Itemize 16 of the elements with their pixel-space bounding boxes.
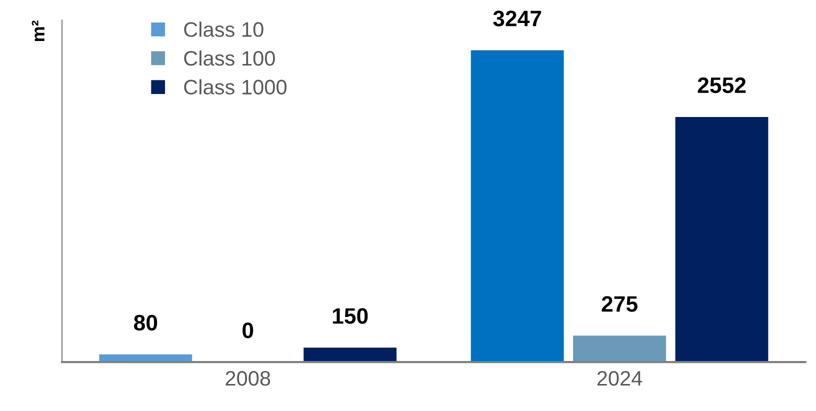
legend-label: Class 10 [184,22,264,37]
data-label: 275 [602,296,638,312]
data-label: 2552 [698,77,746,94]
y-axis-title: m² [32,20,44,42]
legend-label: Class 1000 [184,79,286,95]
x-tick-label: 2024 [597,370,642,386]
bar [675,116,768,362]
data-label: 150 [332,308,368,324]
data-label: 3247 [493,10,542,26]
data-label: 80 [134,314,158,331]
bar [304,348,397,362]
bar [573,336,666,362]
bar [470,50,564,362]
x-tick-label: 2008 [226,370,270,386]
legend-label: Class 100 [184,50,275,66]
data-label: 0 [242,322,254,338]
